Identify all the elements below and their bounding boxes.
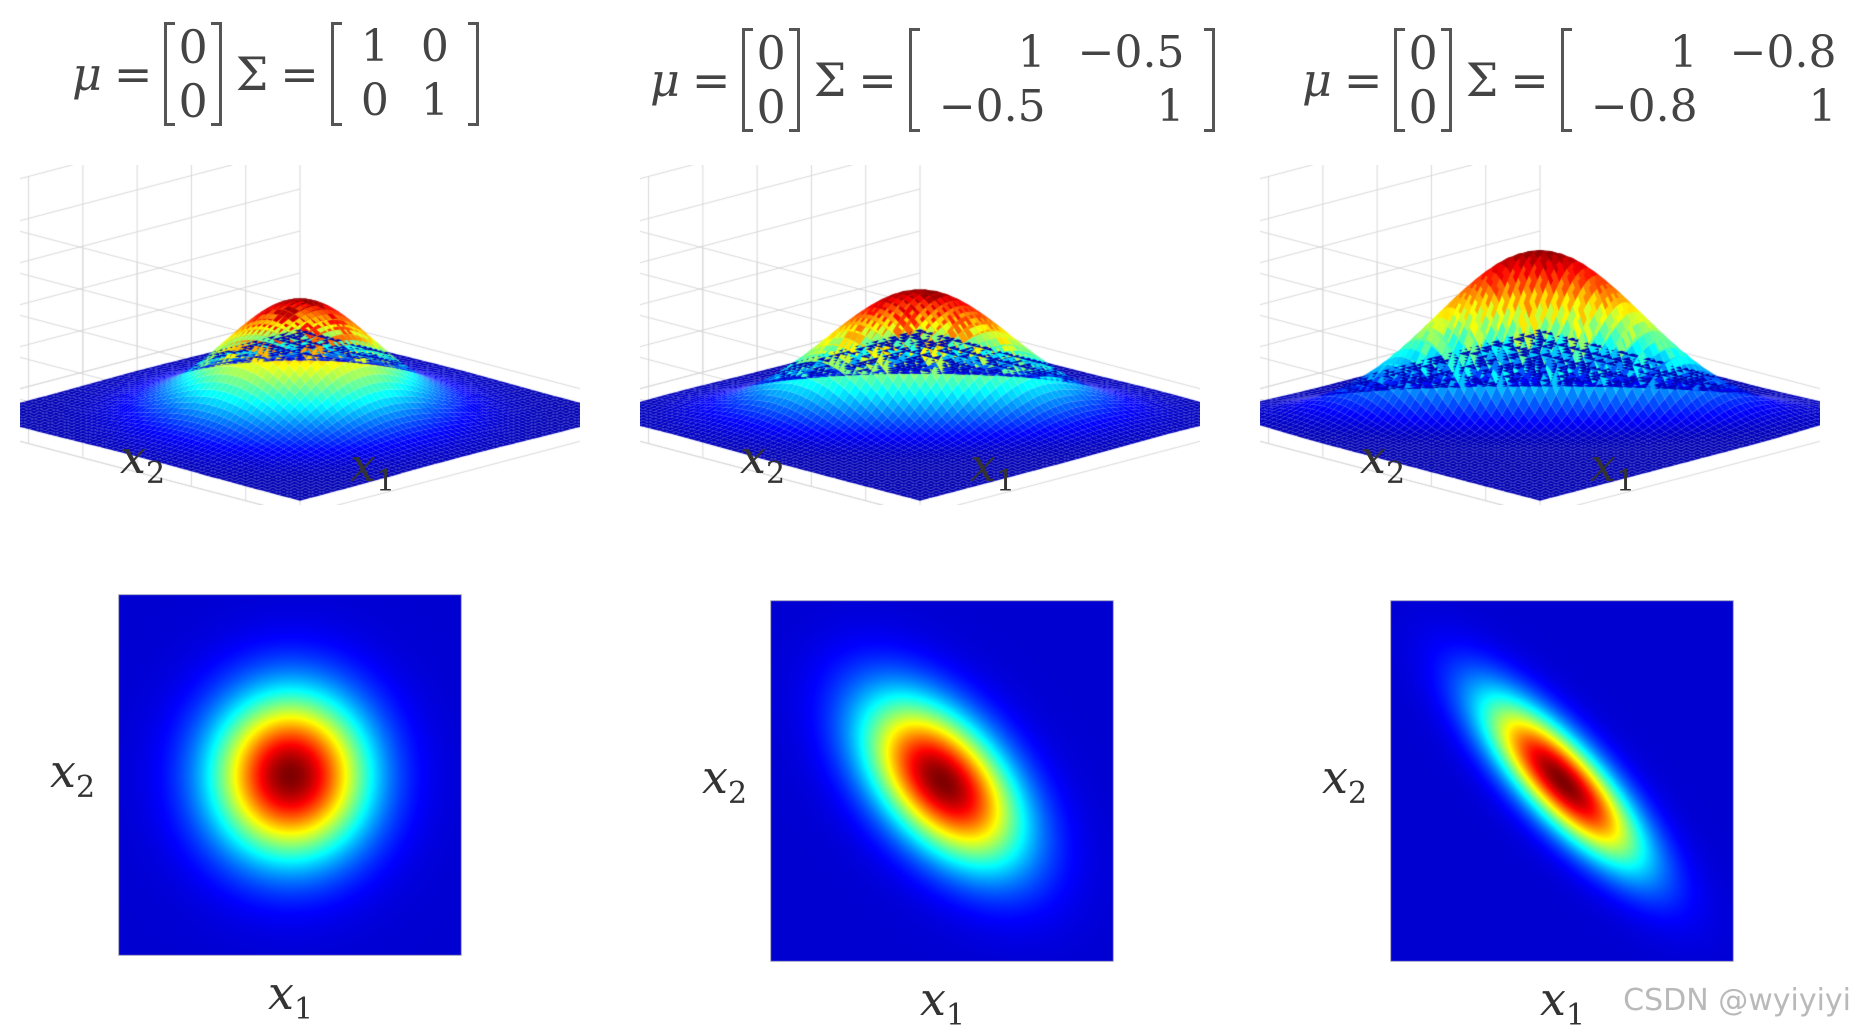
x2-axis-label-heatmap: x2 (50, 744, 95, 805)
axis-subscript: 1 (375, 464, 396, 500)
surface-plot-3d (640, 165, 1200, 505)
covariance-cell: −0.8 (1590, 81, 1698, 132)
mean-value: 0 (1408, 26, 1438, 80)
parameter-formula: μ = 0 0 Σ = 1 0 0 1 (72, 20, 479, 128)
x2-axis-label-heatmap: x2 (702, 750, 747, 811)
covariance-cell: 1 (420, 75, 449, 126)
sigma-symbol: Σ (813, 53, 847, 107)
covariance-cell: 1 (1156, 81, 1185, 132)
density-heatmap (118, 594, 462, 956)
covariance-cell: 1 (1669, 27, 1698, 78)
equals-sign: = (691, 53, 731, 107)
axis-subscript: 2 (727, 776, 748, 812)
mu-symbol: μ (1302, 53, 1332, 107)
axis-variable: x (268, 966, 294, 1020)
x2-axis-label-3d: x2 (120, 430, 165, 491)
sigma-symbol: Σ (235, 47, 269, 101)
distribution-panel-3: μ = 0 0 Σ = 1 −0.8 −0.8 1 x2 x1 x2 x1 (1240, 0, 1855, 1036)
axis-subscript: 2 (75, 770, 96, 806)
surface-plot-3d (20, 165, 580, 505)
x1-axis-label-3d: x1 (970, 438, 1015, 499)
covariance-cell: −0.5 (1077, 27, 1185, 78)
axis-variable: x (120, 430, 146, 484)
axis-variable: x (1360, 430, 1386, 484)
parameter-formula: μ = 0 0 Σ = 1 −0.5 −0.5 1 (650, 26, 1215, 134)
mean-value: 0 (178, 74, 208, 128)
x2-axis-label-heatmap: x2 (1322, 750, 1367, 811)
covariance-cell: −0.8 (1729, 27, 1837, 78)
x1-axis-label-heatmap: x1 (268, 966, 313, 1027)
mean-value: 0 (1408, 80, 1438, 134)
equals-sign: = (1510, 53, 1549, 107)
axis-subscript: 2 (1385, 456, 1406, 492)
covariance-cell: 1 (360, 21, 389, 72)
x1-axis-label-3d: x1 (350, 438, 395, 499)
parameter-formula: μ = 0 0 Σ = 1 −0.8 −0.8 1 (1302, 26, 1855, 134)
mu-symbol: μ (650, 53, 680, 107)
axis-subscript: 1 (1565, 998, 1586, 1034)
axis-variable: x (920, 972, 946, 1026)
axis-variable: x (1590, 438, 1616, 492)
covariance-cell: 1 (1017, 27, 1046, 78)
mean-value: 0 (756, 26, 786, 80)
axis-variable: x (970, 438, 996, 492)
distribution-panel-2: μ = 0 0 Σ = 1 −0.5 −0.5 1 x2 x1 x2 x1 (620, 0, 1238, 1036)
axis-variable: x (702, 750, 728, 804)
sigma-symbol: Σ (1465, 53, 1499, 107)
equals-sign: = (1343, 53, 1383, 107)
axis-subscript: 1 (1615, 464, 1636, 500)
axis-subscript: 1 (995, 464, 1016, 500)
mu-symbol: μ (72, 47, 102, 101)
covariance-cell: 0 (360, 75, 389, 126)
covariance-cell: 1 (1808, 81, 1837, 132)
equals-sign: = (280, 47, 319, 101)
axis-subscript: 1 (293, 992, 314, 1028)
covariance-cell: 0 (420, 21, 449, 72)
x1-axis-label-heatmap: x1 (920, 972, 965, 1033)
axis-variable: x (50, 744, 76, 798)
axis-subscript: 2 (145, 456, 166, 492)
axis-variable: x (1540, 972, 1566, 1026)
axis-subscript: 2 (1347, 776, 1368, 812)
density-heatmap (770, 600, 1114, 962)
density-heatmap (1390, 600, 1734, 962)
axis-variable: x (1322, 750, 1348, 804)
distribution-panel-1: μ = 0 0 Σ = 1 0 0 1 x2 x1 x2 x1 (0, 0, 618, 1036)
axis-subscript: 1 (945, 998, 966, 1034)
axis-variable: x (740, 430, 766, 484)
axis-variable: x (350, 438, 376, 492)
equals-sign: = (113, 47, 153, 101)
axis-subscript: 2 (765, 456, 786, 492)
x1-axis-label-heatmap: x1 (1540, 972, 1585, 1033)
x1-axis-label-3d: x1 (1590, 438, 1635, 499)
covariance-cell: −0.5 (938, 81, 1046, 132)
equals-sign: = (858, 53, 897, 107)
surface-plot-3d (1260, 165, 1820, 505)
x2-axis-label-3d: x2 (1360, 430, 1405, 491)
mean-value: 0 (756, 80, 786, 134)
watermark-text: CSDN @wyiyiyi (1623, 983, 1851, 1018)
covariance-matrix: 1 −0.5 −0.5 1 (908, 26, 1215, 134)
mean-value: 0 (178, 20, 208, 74)
x2-axis-label-3d: x2 (740, 430, 785, 491)
covariance-matrix: 1 −0.8 −0.8 1 (1560, 26, 1855, 134)
